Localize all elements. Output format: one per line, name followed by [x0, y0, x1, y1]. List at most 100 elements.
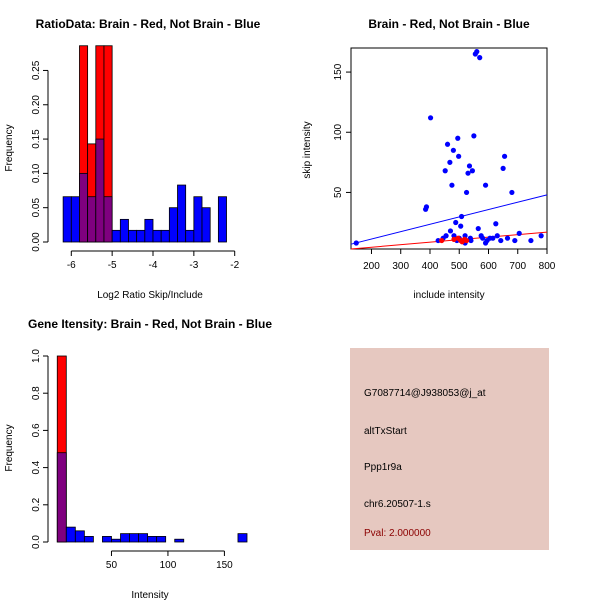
scatter-point-not-brain: [516, 230, 522, 236]
scatter-y-tick-label: 100: [333, 123, 344, 140]
scatter-y-tick-label: 50: [333, 186, 344, 198]
ratio-bar-not-brain: [177, 184, 187, 243]
scatter-point-not-brain: [501, 153, 508, 159]
scatter-point-not-brain: [474, 49, 480, 55]
scatter-point-not-brain: [477, 55, 483, 61]
intensity-ylabel: Frequency: [4, 424, 15, 471]
intensity-x-tick-label: 150: [216, 560, 233, 571]
scatter-point-not-brain: [442, 168, 448, 174]
scatter-fit-lines: [350, 194, 548, 250]
intensity-y-tick-label: 0.4: [31, 460, 42, 474]
intensity-y-tick-label: 1.0: [31, 349, 42, 363]
scatter-point-not-brain: [443, 233, 449, 239]
scatter-point-not-brain: [453, 219, 459, 226]
ratio-y-tick-label: 0.25: [31, 60, 42, 80]
intensity-title: Gene Itensity: Brain - Red, Not Brain - …: [28, 317, 272, 331]
scatter-point-not-brain: [482, 182, 489, 188]
ratio-title: RatioData: Brain - Red, Not Brain - Blue: [36, 17, 261, 31]
scatter-plot: Brain - Red, Not Brain - Blue 200 300 400 5…: [302, 17, 556, 301]
ratio-bar-not-brain: [217, 196, 227, 243]
scatter-point-brain: [439, 237, 445, 244]
scatter-point-not-brain: [498, 237, 504, 244]
intensity-bar-not-brain: [138, 533, 149, 543]
pval-text: Pval: 2.000000: [364, 528, 431, 539]
ratio-bar-not-brain: [111, 229, 121, 243]
scatter-point-brain: [463, 237, 470, 244]
scatter-point-not-brain: [528, 237, 534, 244]
scatter-point-not-brain: [468, 237, 474, 244]
scatter-xlabel: include intensity: [413, 290, 484, 301]
ratio-y-tick-label: 0.00: [31, 232, 42, 252]
intensity-x-tick-label: 100: [160, 560, 177, 571]
ratio-bar-not-brain: [160, 229, 170, 243]
ratio-bar-not-brain: [152, 229, 162, 243]
ratio-bar-not-brain: [62, 196, 72, 243]
ratio-bar-not-brain: [168, 207, 178, 243]
ratio-axes: -6 -5 -4 -3 -2 0.00 0.05 0.10 0.15 0.20 0.25: [31, 60, 240, 271]
scatter-point-not-brain: [480, 235, 486, 241]
scatter-ylabel: skip intensity: [302, 121, 313, 178]
scatter-point-not-brain: [456, 153, 462, 159]
ratio-y-tick-label: 0.15: [31, 129, 42, 149]
scatter-point-not-brain: [509, 189, 515, 196]
scatter-point-not-brain: [482, 240, 489, 246]
intensity-bar-not-brain: [83, 536, 94, 543]
ratio-y-tick-label: 0.05: [31, 198, 42, 218]
fit-line-brain: [350, 231, 548, 250]
scatter-point-not-brain: [423, 204, 430, 210]
intensity-y-tick-label: 0.0: [31, 535, 42, 549]
intensity-bar-not-brain: [129, 533, 139, 543]
intensity-bar-not-brain: [174, 538, 185, 543]
info-panel-background: [350, 348, 549, 550]
ratio-bar-overlap: [79, 172, 89, 243]
scatter-point-not-brain: [455, 135, 461, 141]
intensity-bar-not-brain: [120, 533, 130, 543]
intensity-bar-not-brain: [102, 536, 112, 543]
ratio-bar-not-brain: [185, 229, 195, 243]
scatter-point-not-brain: [512, 237, 518, 244]
scatter-point-not-brain: [490, 235, 496, 241]
scatter-x-tick-label: 400: [422, 261, 439, 272]
scatter-point-not-brain: [444, 141, 451, 147]
ratio-bar-overlap: [87, 196, 97, 243]
scatter-points: [353, 49, 544, 246]
scatter-point-not-brain: [466, 163, 473, 169]
ratio-bar-not-brain: [136, 229, 146, 243]
scatter-axes: 200 300 400 500 600 700 800 50 100 150: [333, 63, 556, 272]
intensity-bar-not-brain: [111, 538, 121, 543]
scatter-point-not-brain: [427, 115, 434, 121]
scatter-point-not-brain: [447, 228, 454, 234]
intensity-bar-not-brain: [156, 536, 167, 543]
ratio-bar-not-brain: [128, 229, 138, 243]
scatter-point-brain: [451, 236, 457, 242]
ratio-bar-overlap: [95, 138, 105, 243]
ratio-x-tick-label: -2: [230, 260, 239, 271]
intensity-bars: [56, 355, 248, 543]
scatter-point-not-brain: [538, 233, 544, 239]
info-panel: G7087714@J938053@j_at altTxStart Ppp1r9a…: [350, 348, 549, 550]
intensity-bar-not-brain: [65, 526, 76, 543]
scatter-point-not-brain: [500, 165, 506, 171]
intensity-xlabel: Intensity: [131, 590, 168, 600]
scatter-point-not-brain: [469, 168, 476, 174]
scatter-frame: [350, 47, 548, 250]
intensity-y-tick-label: 0.2: [31, 497, 42, 511]
ratio-bar-not-brain: [144, 218, 154, 243]
scatter-title: Brain - Red, Not Brain - Blue: [368, 17, 530, 31]
ratio-y-tick-label: 0.10: [31, 163, 42, 183]
ratio-bar-not-brain: [193, 196, 203, 243]
scatter-point-not-brain: [471, 133, 477, 139]
scatter-x-tick-label: 300: [392, 261, 409, 272]
scatter-x-tick-label: 200: [363, 261, 380, 272]
intensity-axes: 50 100 150 0.0 0.2 0.4 0.6 0.8 1.0: [31, 349, 233, 571]
intensity-bar-overlap: [56, 452, 67, 543]
scatter-point-not-brain: [475, 225, 481, 232]
scatter-point-not-brain: [493, 221, 499, 227]
scatter-point-not-brain: [463, 189, 470, 196]
ratio-xlabel: Log2 Ratio Skip/Include: [97, 290, 203, 301]
scatter-point-not-brain: [451, 233, 457, 239]
gene-symbol: Ppp1r9a: [364, 462, 402, 473]
scatter-point-not-brain: [450, 147, 456, 153]
scatter-point-not-brain: [447, 159, 453, 165]
